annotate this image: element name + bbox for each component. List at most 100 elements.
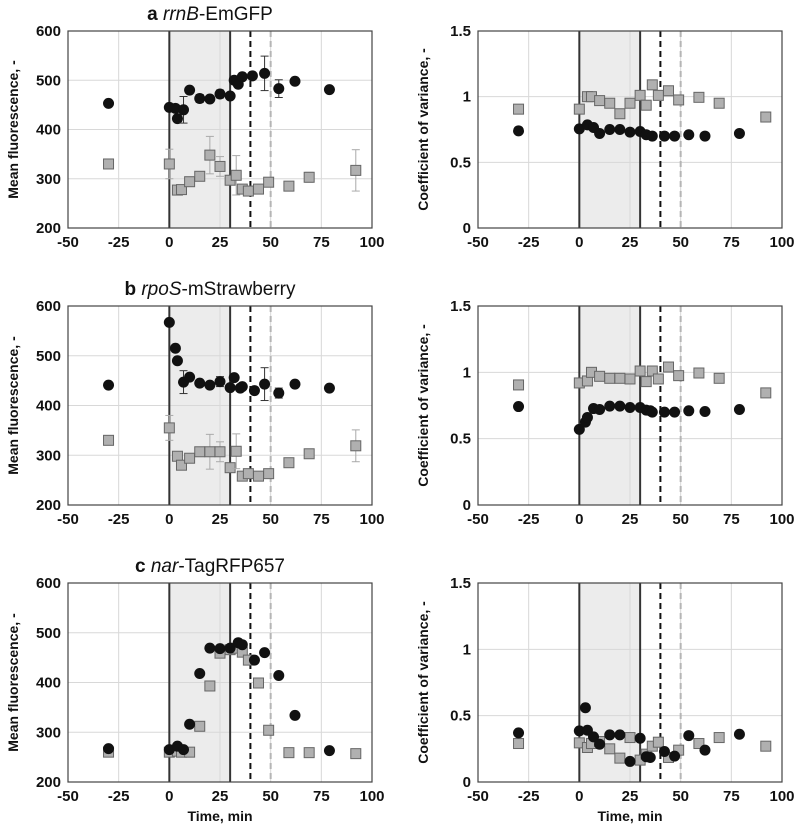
data-point-square (604, 743, 616, 755)
data-point-circle (634, 732, 646, 744)
data-point-circle (171, 113, 183, 125)
x-tick-label: -25 (518, 511, 540, 528)
x-tick-label: 25 (622, 511, 639, 528)
data-point-circle (604, 124, 616, 135)
gene-name: nar (151, 556, 179, 577)
data-point-circle (103, 743, 115, 755)
data-point-square (194, 170, 206, 182)
x-tick-label: 50 (262, 788, 279, 805)
data-point-square (513, 103, 525, 115)
x-axis-label: Time, min (187, 808, 252, 824)
data-point-square (194, 720, 206, 732)
x-tick-label: 25 (622, 788, 639, 805)
data-point-circle (224, 642, 236, 654)
subplot-b-mean: -50 -25 0 25 50 75 100 200 300 400 500 600 Mean fluo… (5, 279, 385, 528)
y-tick-label: 1 (463, 641, 471, 658)
y-tick-label: 500 (36, 348, 61, 365)
data-point-square (594, 370, 606, 382)
data-point-circle (323, 84, 335, 96)
data-point-square (350, 440, 362, 452)
data-point-square (624, 732, 636, 744)
data-point-circle (259, 647, 271, 659)
data-point-circle (224, 90, 236, 102)
data-point-circle (581, 411, 593, 423)
plot-frame (477, 30, 783, 229)
x-tick-label: 25 (212, 511, 229, 528)
y-axis-label: Mean fluorescence, - (5, 60, 21, 199)
data-point-square (253, 470, 265, 482)
x-tick-label: 50 (672, 511, 689, 528)
data-point-circle (236, 639, 248, 651)
y-tick-label: 0 (463, 497, 471, 514)
panel-letter: b (124, 279, 141, 300)
plot-frame (477, 305, 783, 506)
x-axis-label: Time, min (597, 808, 662, 824)
data-point-circle (103, 379, 115, 391)
data-point-square (663, 361, 675, 373)
plot-frame (67, 30, 373, 229)
data-point-square (242, 468, 254, 480)
data-point-square (204, 446, 216, 458)
data-point-circle (646, 130, 658, 142)
x-tick-label: -50 (57, 234, 79, 251)
data-point-circle (624, 755, 636, 767)
data-point-circle (289, 75, 301, 87)
data-point-circle (204, 642, 216, 654)
data-point-circle (273, 387, 285, 399)
data-point-circle (184, 718, 196, 730)
data-point-circle (699, 744, 711, 756)
data-point-square (652, 89, 664, 101)
x-tick-label: 0 (575, 234, 583, 251)
y-tick-label: 0.5 (450, 154, 471, 171)
y-tick-label: 400 (36, 675, 61, 692)
data-point-circle (658, 745, 670, 757)
data-point-square (513, 379, 525, 391)
data-point-square (594, 95, 606, 107)
data-point-square (350, 748, 362, 760)
data-point-circle (699, 405, 711, 417)
data-point-circle (273, 670, 285, 682)
x-tick-label: 50 (672, 788, 689, 805)
y-tick-label: 500 (36, 625, 61, 642)
data-point-square (163, 158, 175, 170)
data-point-circle (683, 129, 695, 141)
data-point-circle (214, 376, 226, 388)
data-point-square (263, 724, 275, 736)
data-point-square (713, 97, 725, 109)
data-point-circle (103, 97, 115, 109)
data-point-circle (614, 400, 626, 412)
x-tick-label: 100 (359, 511, 384, 528)
data-point-square (103, 158, 115, 170)
data-point-circle (248, 654, 260, 666)
data-point-circle (614, 729, 626, 741)
x-tick-label: 0 (165, 511, 173, 528)
y-tick-label: 1.5 (450, 298, 471, 315)
data-point-square (634, 89, 646, 101)
data-point-circle (323, 745, 335, 757)
data-point-square (175, 184, 187, 196)
x-tick-label: 0 (575, 511, 583, 528)
data-point-circle (273, 83, 285, 95)
data-point-square (693, 367, 705, 379)
data-point-circle (184, 84, 196, 96)
x-tick-label: -25 (518, 234, 540, 251)
x-tick-label: 100 (769, 788, 794, 805)
data-point-circle (658, 406, 670, 418)
x-tick-label: 75 (723, 511, 740, 528)
subplot-a-mean: -50 -25 0 25 50 75 100 200 300 400 500 600 Mean fluo… (5, 4, 385, 251)
data-point-circle (614, 124, 626, 135)
y-tick-label: 1.5 (450, 575, 471, 592)
data-point-square (242, 185, 254, 197)
x-tick-label: -50 (467, 234, 489, 251)
data-point-circle (624, 126, 636, 138)
data-point-circle (604, 729, 616, 741)
y-axis-label: Mean fluorescence, - (5, 613, 21, 752)
reporter-name: -EmGFP (199, 4, 273, 25)
data-point-square (103, 434, 115, 446)
data-point-circle (699, 130, 711, 142)
data-point-circle (594, 127, 606, 139)
panel-title: c nar-TagRFP657 (135, 556, 285, 577)
data-point-circle (683, 405, 695, 417)
x-tick-label: 0 (165, 788, 173, 805)
